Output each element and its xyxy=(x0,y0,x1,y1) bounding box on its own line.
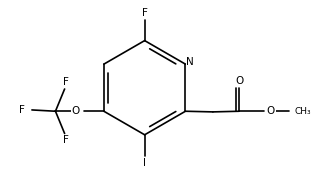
Text: F: F xyxy=(142,8,147,18)
Text: I: I xyxy=(143,158,146,168)
Text: N: N xyxy=(186,57,194,67)
Text: O: O xyxy=(235,76,243,86)
Text: F: F xyxy=(63,135,69,145)
Text: O: O xyxy=(267,106,275,116)
Text: CH₃: CH₃ xyxy=(295,107,311,116)
Text: F: F xyxy=(63,77,69,87)
Text: F: F xyxy=(20,105,25,115)
Text: O: O xyxy=(71,106,80,116)
